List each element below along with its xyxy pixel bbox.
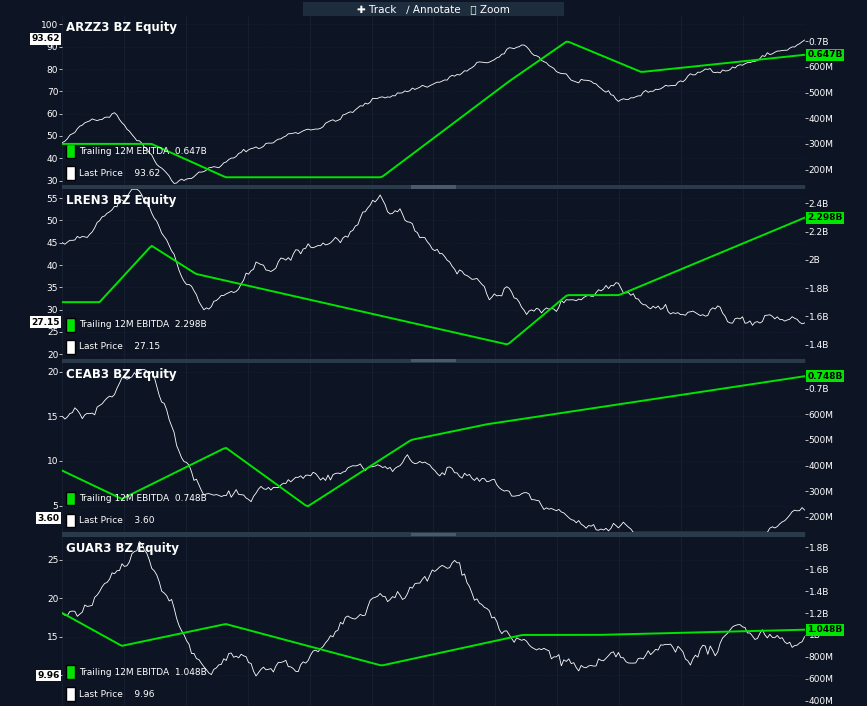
Text: 0.647B: 0.647B <box>807 50 843 59</box>
Text: Last Price    93.62: Last Price 93.62 <box>80 169 160 178</box>
Text: Trailing 12M EBITDA  2.298B: Trailing 12M EBITDA 2.298B <box>80 321 207 329</box>
FancyBboxPatch shape <box>66 491 75 505</box>
Text: 0.748B: 0.748B <box>807 372 843 381</box>
FancyBboxPatch shape <box>66 665 75 679</box>
FancyBboxPatch shape <box>66 318 75 332</box>
Text: 1.048B: 1.048B <box>807 626 843 634</box>
Text: Trailing 12M EBITDA  0.647B: Trailing 12M EBITDA 0.647B <box>80 147 207 155</box>
Text: CEAB3 BZ Equity: CEAB3 BZ Equity <box>66 368 177 381</box>
Text: 93.62: 93.62 <box>31 34 60 43</box>
Bar <box>411 186 456 189</box>
Text: ARZZ3 BZ Equity: ARZZ3 BZ Equity <box>66 20 177 34</box>
FancyBboxPatch shape <box>66 688 75 701</box>
FancyBboxPatch shape <box>66 340 75 354</box>
FancyBboxPatch shape <box>66 514 75 527</box>
Text: ✚ Track   ∕ Annotate   🔍 Zoom: ✚ Track ∕ Annotate 🔍 Zoom <box>357 4 510 14</box>
Text: LREN3 BZ Equity: LREN3 BZ Equity <box>66 194 177 208</box>
Text: Last Price    27.15: Last Price 27.15 <box>80 342 160 352</box>
Bar <box>411 359 456 362</box>
Text: Trailing 12M EBITDA  1.048B: Trailing 12M EBITDA 1.048B <box>80 668 207 676</box>
Bar <box>411 533 456 536</box>
Text: 27.15: 27.15 <box>31 318 60 327</box>
Text: 9.96: 9.96 <box>37 671 60 680</box>
Text: GUAR3 BZ Equity: GUAR3 BZ Equity <box>66 542 179 555</box>
Text: Last Price    9.96: Last Price 9.96 <box>80 690 155 699</box>
Text: Trailing 12M EBITDA  0.748B: Trailing 12M EBITDA 0.748B <box>80 494 207 503</box>
Text: 3.60: 3.60 <box>37 513 60 522</box>
Text: 2.298B: 2.298B <box>807 213 843 222</box>
Text: Last Price    3.60: Last Price 3.60 <box>80 516 155 525</box>
FancyBboxPatch shape <box>66 167 75 180</box>
FancyBboxPatch shape <box>66 144 75 158</box>
